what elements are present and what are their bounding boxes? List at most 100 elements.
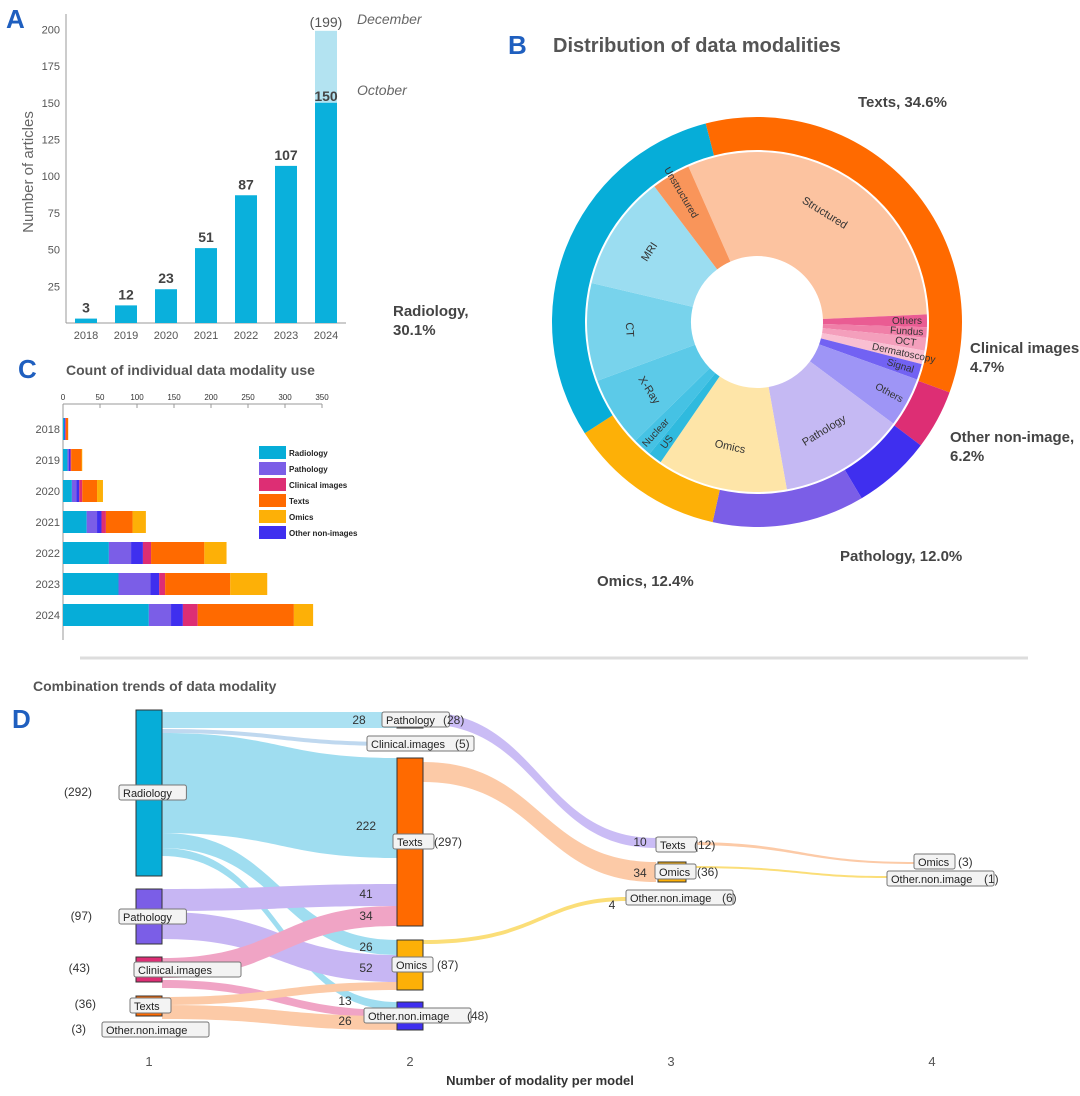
stage-tick-label: 3 xyxy=(667,1054,674,1069)
x-tick-label: 2024 xyxy=(314,330,338,342)
flow-radiology-pathology xyxy=(162,712,397,728)
stage-tick-label: 2 xyxy=(406,1054,413,1069)
panel-d-label: D xyxy=(12,704,31,734)
bar-extension-label: (199) xyxy=(310,14,343,30)
flow-radiology-clinical xyxy=(162,729,397,746)
seg-2023-pathology xyxy=(118,573,151,595)
flow-pathology-texts xyxy=(162,884,397,911)
y-tick-label: 200 xyxy=(42,24,60,36)
node-count: (292) xyxy=(64,785,92,799)
seg-2018-clinical-images xyxy=(65,418,66,440)
panel-b: B Distribution of data modalities Struct… xyxy=(393,30,1080,590)
y-tick-label: 125 xyxy=(42,134,60,146)
seg-2021-other-non-images xyxy=(97,511,102,533)
node-label: Other.non.image xyxy=(368,1011,449,1023)
y-tick-label: 50 xyxy=(48,245,60,257)
outer-slice-radiology xyxy=(552,123,714,434)
node-count: (6) xyxy=(722,891,737,905)
legend-swatch xyxy=(259,446,286,459)
inner-slice-structured xyxy=(688,152,927,320)
y-tick-label: 75 xyxy=(48,208,60,220)
seg-2023-other-non-images xyxy=(150,573,160,595)
node-label-box xyxy=(392,833,435,850)
node-label: Texts xyxy=(134,1001,160,1013)
seg-2022-pathology xyxy=(108,542,132,564)
node-label-box xyxy=(118,784,187,801)
node-label-box xyxy=(625,889,734,906)
seg-2024-omics xyxy=(293,604,314,626)
seg-2020-other-non-images xyxy=(76,480,80,502)
bar-value-label: 12 xyxy=(118,286,134,302)
node-label: Omics xyxy=(659,867,691,879)
seg-2022-other-non-images xyxy=(131,542,143,564)
bar-2024 xyxy=(315,102,337,323)
inner-label: OCT xyxy=(894,335,916,349)
flow-value: 4 xyxy=(609,898,616,912)
bar-value-label: 107 xyxy=(274,147,298,163)
flow-texts-omics xyxy=(162,982,397,1005)
panel-a: A Number of articles 2550751001251501752… xyxy=(6,4,423,342)
flow-value: 41 xyxy=(359,887,373,901)
outer-slice-omics xyxy=(584,415,720,523)
node-count: (36) xyxy=(75,997,96,1011)
x-tick-label: 50 xyxy=(96,393,105,402)
node-count: (48) xyxy=(467,1009,488,1023)
seg-2018-other-non-images xyxy=(64,418,66,440)
x-tick-label: 100 xyxy=(130,393,144,402)
seg-2020-pathology xyxy=(71,480,77,502)
node-count: (28) xyxy=(443,713,464,727)
pie-label-clinical-images: Clinical images, 4.7% xyxy=(970,340,1080,376)
panel-a-bars xyxy=(75,30,337,323)
seg-2021-texts xyxy=(105,511,133,533)
node-count: (97) xyxy=(71,909,92,923)
pie-label-texts: Texts, 34.6% xyxy=(858,94,947,111)
inner-label: CT xyxy=(623,322,636,338)
bar-2021 xyxy=(195,248,217,323)
bar-value-label: 150 xyxy=(314,88,338,104)
seg-2020-clinical-images xyxy=(79,480,83,502)
x-tick-label: 300 xyxy=(278,393,292,402)
panel-a-label: A xyxy=(6,4,25,34)
node-count: (36) xyxy=(697,865,718,879)
node-label-box xyxy=(913,853,956,870)
panel-b-outer-ring xyxy=(552,116,963,527)
inner-slice-others xyxy=(809,344,917,424)
year-label: 2019 xyxy=(36,455,60,467)
x-tick-label: 2019 xyxy=(114,330,138,342)
node-count: (5) xyxy=(455,737,470,751)
seg-2019-clinical-images xyxy=(70,449,72,471)
legend-label: Radiology xyxy=(289,449,328,458)
flow-texts-other xyxy=(162,1005,397,1030)
inner-slice-pathology xyxy=(768,361,894,490)
seg-2023-omics xyxy=(230,573,268,595)
x-tick-label: 2023 xyxy=(274,330,298,342)
panel-a-december-note: December xyxy=(357,11,423,27)
node-label-box xyxy=(381,711,450,728)
legend-swatch xyxy=(259,462,286,475)
bar-value-label: 23 xyxy=(158,270,174,286)
node-label-box xyxy=(391,956,434,973)
node-label-box xyxy=(655,836,698,853)
year-label: 2021 xyxy=(36,517,60,529)
flow-omics-other4 xyxy=(686,866,888,878)
outer-slice-texts xyxy=(705,116,963,393)
pie-label-omics: Omics, 12.4% xyxy=(597,573,694,590)
seg-2020-texts xyxy=(82,480,98,502)
bar-2023 xyxy=(275,165,297,323)
node-count: (297) xyxy=(434,835,462,849)
legend-swatch xyxy=(259,478,286,491)
legend-label: Clinical images xyxy=(289,481,348,490)
y-tick-label: 150 xyxy=(42,98,60,110)
seg-2024-other-non-images xyxy=(171,604,183,626)
bar-2022 xyxy=(235,195,257,323)
seg-2023-texts xyxy=(165,573,231,595)
x-tick-label: 200 xyxy=(204,393,218,402)
seg-2018-texts xyxy=(65,418,69,440)
seg-2020-omics xyxy=(97,480,103,502)
node-label: Radiology xyxy=(123,788,172,800)
flow-value: 52 xyxy=(359,961,373,975)
flow-value: 28 xyxy=(352,713,366,727)
node-label: Other.non.image xyxy=(106,1025,187,1037)
panel-a-y-label: Number of articles xyxy=(20,111,37,233)
panel-c-year-labels: 2018 2019 2020 2021 2022 2023 2024 xyxy=(36,424,60,622)
